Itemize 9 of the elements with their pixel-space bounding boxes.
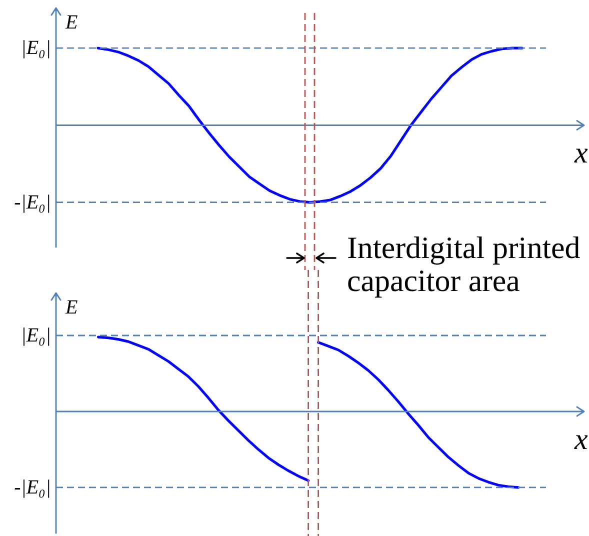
y-axis-title: E bbox=[64, 12, 78, 34]
ref-line-label: |E₀| bbox=[20, 324, 51, 346]
ref-line-label: -|E₀| bbox=[14, 476, 51, 498]
x-axis-title: x bbox=[574, 136, 588, 170]
y-axis-title: E bbox=[64, 296, 78, 318]
ref-line-label: -|E₀| bbox=[14, 191, 51, 214]
ref-line-label: |E₀| bbox=[20, 37, 51, 60]
x-axis-title: x bbox=[574, 422, 588, 456]
text: Interdigital printed capacitor area bbox=[347, 230, 582, 298]
